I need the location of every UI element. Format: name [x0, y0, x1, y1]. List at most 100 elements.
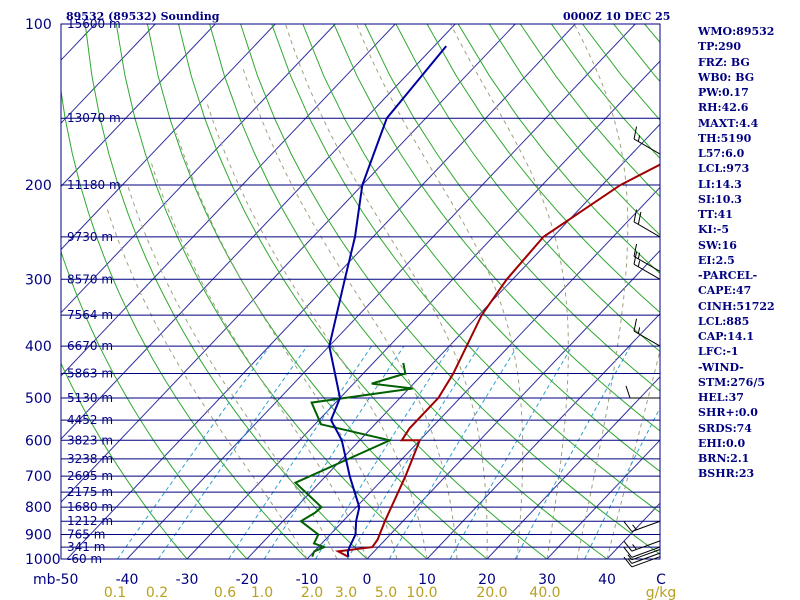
moist-adiabat — [573, 24, 629, 559]
dry-adiabat — [84, 24, 368, 559]
index-item: TH:5190 — [698, 131, 752, 145]
mixing-ratio-label: 3.0 — [335, 585, 357, 600]
isotherm — [61, 24, 516, 503]
height-label: 1212 m — [67, 514, 113, 528]
index-item: CINH:51722 — [698, 299, 775, 313]
isotherm — [426, 313, 660, 559]
mixing-ratio-label: 0.2 — [146, 585, 168, 600]
series-layer — [293, 45, 660, 558]
isotherm — [61, 24, 396, 377]
wind-barb — [623, 520, 661, 532]
wind-barb — [623, 546, 661, 558]
mixing-ratio-line — [117, 345, 271, 559]
wind-barb — [623, 556, 661, 568]
index-item: WB0: BG — [698, 70, 755, 84]
plot-frame — [60, 23, 661, 560]
height-label: 3238 m — [67, 452, 113, 466]
dry-adiabat — [61, 249, 248, 559]
temperature-unit-label: C — [656, 572, 666, 588]
index-item: SRDS:74 — [698, 421, 752, 435]
dry-adiabat — [178, 24, 548, 559]
index-item: SI:10.3 — [698, 192, 742, 206]
mixing-ratio-label: 20.0 — [476, 585, 507, 600]
isotherm — [61, 24, 276, 251]
moist-adiabat — [606, 348, 660, 559]
temperature-tick: -30 — [176, 572, 199, 588]
index-item: WMO:89532 — [698, 25, 775, 38]
pressure-label: 100 — [25, 17, 52, 33]
index-item: SHR+:0.0 — [698, 406, 758, 420]
pressure-label: 1000 — [25, 552, 61, 568]
indices-panel: WMO:89532 TP:290 FRZ: BG WB0: BG PW:0.17 RH:4… — [698, 24, 775, 482]
wind-barb — [627, 549, 661, 561]
moist-adiabat — [206, 102, 428, 559]
station-title: 89532 (89532) Sounding — [66, 10, 220, 23]
height-label: 15600 m — [67, 17, 121, 31]
height-label: 8570 m — [67, 272, 113, 286]
index-item: KI:-5 — [698, 223, 729, 237]
wind-barb — [633, 209, 661, 238]
pressure-label: 500 — [25, 391, 52, 407]
dewpoint-profile — [293, 362, 413, 558]
isotherm — [61, 24, 156, 124]
height-label: 11180 m — [67, 178, 121, 192]
pressure-label: 600 — [25, 433, 52, 449]
temperature-tick: -20 — [236, 572, 259, 588]
index-item: CAP:14.1 — [698, 330, 755, 343]
wind-barb — [633, 251, 661, 280]
isotherm — [186, 60, 660, 559]
mixing-ratio-label: 5.0 — [375, 585, 397, 600]
height-label: 6670 m — [67, 339, 113, 353]
isotherm — [61, 24, 336, 314]
grid-layer — [61, 24, 660, 559]
wind-barb — [633, 243, 661, 272]
moist-adiabat — [127, 184, 338, 559]
height-label: 765 m — [67, 528, 105, 542]
index-item: -WIND- — [698, 360, 744, 374]
index-item: BRN:2.1 — [698, 452, 750, 465]
index-item: SW:16 — [698, 238, 737, 252]
pressure-unit-label: mb — [33, 572, 56, 588]
isotherm — [546, 439, 660, 559]
height-label: 1680 m — [67, 500, 113, 514]
height-label: 9730 m — [67, 230, 113, 244]
index-item: LCL:885 — [698, 314, 750, 328]
wind-barbs — [623, 126, 661, 568]
wind-barb — [627, 552, 661, 564]
temperature-tick: -40 — [116, 572, 139, 588]
height-label: 5863 m — [67, 366, 113, 380]
moist-adiabat — [106, 207, 308, 559]
pressure-label: 300 — [25, 272, 52, 288]
isotherm — [366, 249, 660, 559]
temperature-profile — [334, 163, 660, 558]
temperature-tick: -10 — [296, 572, 319, 588]
wind-barb — [633, 126, 661, 155]
moist-adiabat — [241, 66, 458, 559]
temperature-tick: 40 — [598, 572, 616, 588]
height-label: 2695 m — [67, 469, 113, 483]
temperature-tick: 20 — [478, 572, 496, 588]
mixing-ratio-line — [584, 406, 660, 559]
mixing-ratio-label: 1.0 — [251, 585, 273, 600]
pressure-label: 400 — [25, 339, 52, 355]
index-item: MAXT:4.4 — [698, 116, 759, 130]
index-item: LCL:973 — [698, 162, 750, 176]
isotherm — [66, 24, 576, 559]
index-item: RH:42.6 — [698, 101, 749, 115]
isotherm — [126, 24, 636, 559]
height-label: 4452 m — [67, 413, 113, 427]
index-item: HEL:37 — [698, 391, 744, 404]
mixing-ratio-label: g/kg — [646, 585, 677, 600]
height-label: 7564 m — [67, 308, 113, 322]
mixing-ratio-line — [228, 345, 373, 559]
isotherm — [61, 24, 216, 188]
isotherm — [61, 24, 456, 440]
pressure-label: 700 — [25, 469, 52, 485]
height-label: 3823 m — [67, 433, 113, 447]
isotherm — [486, 376, 660, 559]
dry-adiabat — [115, 24, 428, 559]
index-item: LI:14.3 — [698, 177, 742, 191]
index-item: FRZ: BG — [698, 55, 750, 69]
index-item: TT:41 — [698, 208, 733, 221]
